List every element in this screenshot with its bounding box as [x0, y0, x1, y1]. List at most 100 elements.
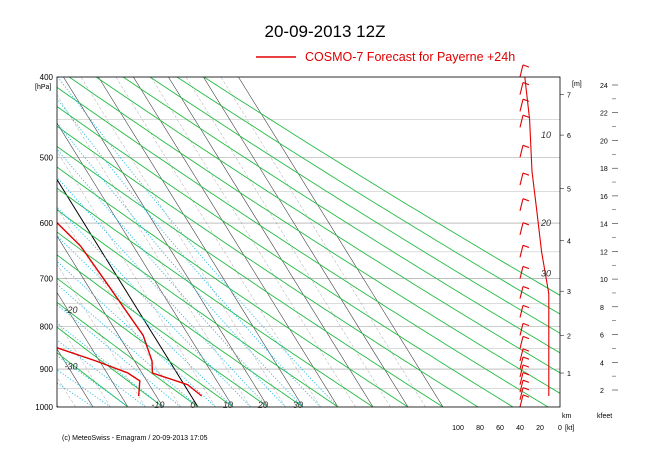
kfeet-tick-label: 12 [600, 249, 608, 256]
wind-barb-flag [522, 198, 530, 202]
dry-adiabat-line [122, 77, 560, 354]
isotherm-line [133, 77, 339, 407]
pressure-tick-label: 500 [40, 153, 54, 162]
legend-label: COSMO-7 Forecast for Payerne +24h [305, 50, 515, 64]
wind-barb [519, 82, 524, 95]
axes-layer: 4005006007008009001000123456724681012141… [35, 73, 618, 432]
moist-adiabat-line [57, 283, 199, 407]
height-tick-label: 6 [567, 133, 571, 140]
dry-adiabat-line [57, 187, 374, 407]
isotherm-line [57, 263, 146, 407]
wind-barb-flag [522, 335, 530, 340]
isotherm-line [0, 77, 41, 407]
moist-adiabat-line [57, 206, 251, 407]
isotherm-line [168, 77, 374, 407]
wind-barb [519, 222, 524, 235]
kfeet-tick-label: 10 [600, 277, 608, 284]
isotherm-label: -30 [64, 362, 77, 372]
isotherm-line [57, 376, 76, 407]
dry-adiabat-line [57, 326, 164, 407]
isotherm-line [63, 77, 269, 407]
wind-speed-tick-label: 80 [476, 425, 484, 432]
moist-adiabat-line [57, 355, 129, 407]
height-tick-label: 7 [567, 93, 571, 100]
temperature-profile-line [57, 347, 141, 397]
wind-barb [519, 372, 524, 385]
isotherm-line [57, 178, 199, 407]
isotherm-line [98, 77, 304, 407]
kfeet-tick-label: 4 [600, 360, 604, 367]
isotherm-line [185, 77, 391, 407]
wind-speed-tick-label: 20 [536, 425, 544, 432]
wind-speed-tick-label: 0 [558, 425, 562, 432]
wind-barb-flag [522, 81, 530, 86]
isotherm-line [238, 77, 444, 407]
plot-frame [56, 76, 561, 408]
dry-adiabat-line [95, 77, 560, 374]
kfeet-tick-label: 24 [600, 83, 608, 90]
dry-adiabat-line [57, 125, 479, 407]
wind-barb-flag [522, 144, 530, 149]
pressure-tick-label: 700 [40, 275, 54, 284]
kfeet-tick-label: 6 [600, 333, 604, 340]
footer-credit: (c) MeteoSwiss - Emagram / 20-09-2013 17… [62, 435, 208, 442]
isotherm-label: -10 [151, 400, 164, 410]
wind-barb-flag [522, 244, 530, 249]
isotherm-line [57, 291, 129, 407]
moist-adiabat-line [57, 148, 286, 407]
height-tick-label: 2 [567, 334, 571, 341]
isotherm-line [57, 122, 234, 407]
height-unit: [m] [572, 81, 582, 88]
wind-barb [519, 198, 524, 211]
temperature-profile-line-2 [57, 221, 203, 397]
moist-adiabat-line [57, 369, 111, 407]
kfeet-tick-label: 16 [600, 194, 608, 201]
wind-barb-flag [522, 304, 530, 309]
wind-barb-flag [522, 98, 530, 102]
isotherm-label: -20 [64, 305, 77, 315]
pressure-tick-label: 1000 [35, 403, 53, 412]
height-tick-label: 5 [567, 186, 571, 193]
wind-barb [519, 305, 524, 318]
kfeet-tick-label: 18 [600, 166, 608, 173]
isotherm-label: 20 [257, 400, 268, 410]
pressure-tick-label: 400 [40, 73, 54, 82]
dry-adiabat-line [176, 77, 560, 315]
pressure-tick-label: 900 [40, 365, 54, 374]
dry-adiabat-line [203, 77, 560, 296]
kfeet-tick-label: 2 [600, 388, 604, 395]
grid-layer [0, 77, 560, 407]
wind-profile-label: 10 [541, 130, 551, 140]
moist-adiabat-line [57, 235, 234, 407]
isotherm-line [57, 404, 59, 407]
wind-barb [519, 266, 524, 279]
wind-unit-kt: [kt] [565, 425, 574, 432]
kfeet-tick-label: 14 [600, 222, 608, 229]
wind-speed-tick-label: 40 [516, 425, 524, 432]
dry-adiabat-line [57, 86, 549, 407]
wind-barb [519, 336, 524, 349]
wind-barb [519, 387, 524, 400]
isotherm-label: 30 [293, 400, 303, 410]
wind-profile-label: 30 [541, 268, 551, 278]
isotherm-label: 0 [190, 400, 195, 410]
wind-barb-flag [522, 114, 530, 118]
wind-barb-flag [522, 356, 530, 360]
wind-barb-flag [522, 172, 530, 176]
kfeet-tick-label: 20 [600, 138, 608, 145]
kfeet-tick-label: 22 [600, 111, 608, 118]
wind-barb-flag [522, 265, 530, 270]
chart-title: 20-09-2013 12Z [265, 22, 386, 41]
wind-layer [519, 64, 550, 408]
moist-adiabat-line [57, 260, 216, 407]
dry-adiabat-line [57, 301, 199, 407]
isotherm-line [57, 207, 181, 407]
isotherm-line [115, 77, 321, 407]
kfeet-unit: kfeet [597, 413, 612, 420]
wind-speed-tick-label: 100 [452, 425, 464, 432]
wind-barb [519, 348, 524, 362]
wind-barb-flag [522, 387, 530, 391]
wind-speed-line [524, 76, 550, 396]
wind-barb [519, 64, 524, 78]
